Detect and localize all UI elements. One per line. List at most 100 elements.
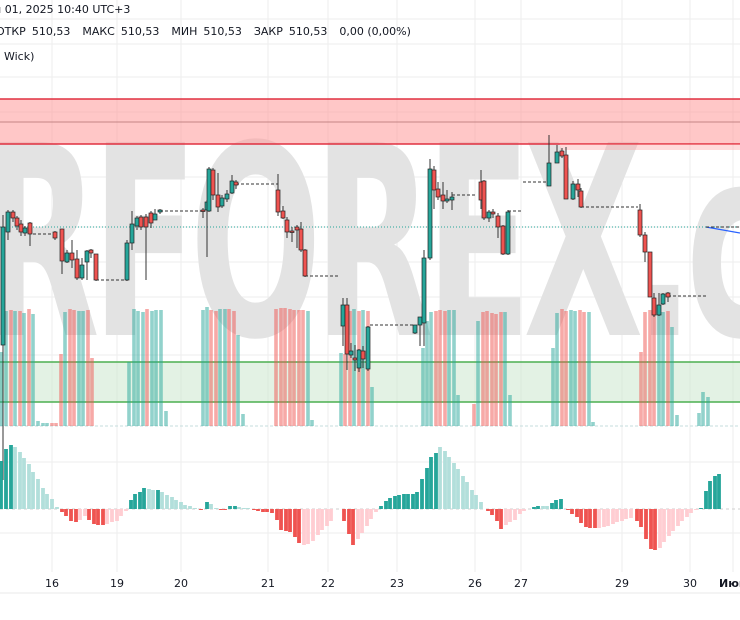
oscillator-bar	[27, 464, 31, 509]
volume-bar	[481, 312, 485, 426]
candle-down	[52, 231, 58, 239]
oscillator-bar	[279, 509, 283, 530]
oscillator-bar	[639, 509, 643, 527]
indicator-legend-text[interactable]: , Wick)	[0, 50, 35, 63]
oscillator-bar	[64, 509, 68, 516]
time-axis-label: 20	[174, 577, 188, 590]
oscillator-bar	[133, 494, 137, 509]
volume-bar	[306, 311, 310, 426]
candle-down	[647, 251, 653, 298]
oscillator-bar	[193, 508, 197, 509]
oscillator-bar	[9, 445, 13, 509]
candle-up	[449, 196, 455, 201]
volume-bar	[27, 309, 31, 426]
oscillator-bar	[261, 509, 265, 512]
candle-up	[152, 213, 158, 221]
oscillator-bar	[635, 509, 639, 521]
candle-up	[79, 264, 85, 279]
legend-low: МИН 510,53	[171, 25, 248, 38]
high-label: МАКС	[82, 25, 115, 38]
low-value: 510,53	[203, 25, 242, 38]
oscillator-bar	[55, 507, 59, 509]
time-axis-label: 27	[514, 577, 528, 590]
candle-up	[124, 242, 130, 281]
volume-bar	[551, 348, 555, 426]
candle-down	[563, 154, 569, 200]
candle-up	[427, 168, 433, 259]
volume-bar	[45, 423, 49, 426]
oscillator-bar	[415, 492, 419, 509]
candle-up	[365, 326, 371, 370]
volume-bar	[666, 311, 670, 426]
volume-bar	[4, 311, 8, 426]
volume-bar	[434, 311, 438, 426]
open-label: ОТКР	[0, 25, 26, 38]
volume-bar	[209, 310, 213, 426]
candle-down	[59, 228, 65, 262]
volume-bar	[456, 395, 460, 426]
volume-bar	[154, 310, 158, 426]
oscillator-bar	[644, 509, 648, 539]
volume-bar	[675, 415, 679, 426]
volume-bar	[508, 395, 512, 426]
oscillator-bar	[620, 509, 624, 521]
oscillator-bar	[606, 509, 610, 526]
candle-down	[200, 209, 206, 212]
volume-bar	[90, 358, 94, 426]
volume-bar	[13, 311, 17, 426]
candle-down	[148, 212, 154, 224]
volume-bar	[476, 321, 480, 426]
oscillator-bar	[532, 507, 536, 509]
candle-up	[129, 223, 135, 244]
volume-bar	[485, 311, 489, 426]
oscillator-bar	[541, 506, 545, 509]
oscillator-bar	[160, 492, 164, 509]
oscillator-bar	[265, 509, 269, 512]
oscillator-bar	[50, 499, 54, 509]
time-axis[interactable]: 16 19 20 21 22 23 26 27 29 30 Июн	[0, 577, 740, 594]
oscillator-bar	[306, 509, 310, 544]
oscillator-bar	[584, 509, 588, 527]
candle-down	[481, 180, 487, 219]
candle-up	[505, 211, 511, 255]
high-value: 510,53	[120, 25, 160, 38]
volume-bar	[472, 404, 476, 426]
volume-bar	[288, 309, 292, 426]
volume-bar	[339, 353, 343, 426]
volume-bar	[145, 309, 149, 426]
oscillator-bar	[388, 498, 392, 509]
oscillator-bar	[653, 509, 657, 550]
indicator-legend: , Wick)	[0, 50, 34, 63]
volume-bar	[661, 312, 665, 426]
candle-down	[93, 253, 99, 281]
oscillator-bar	[242, 508, 246, 509]
volume-bar	[652, 311, 656, 426]
volume-bar	[164, 411, 168, 426]
oscillator-bar	[311, 509, 315, 541]
volume-bar	[292, 310, 296, 426]
oscillator-bar	[443, 451, 447, 509]
volume-bar	[490, 313, 494, 426]
oscillator-bar	[554, 500, 558, 509]
candle-up	[64, 252, 70, 263]
candle-up	[570, 183, 576, 200]
volume-bar	[205, 307, 209, 426]
candle-down	[302, 249, 308, 277]
oscillator-bar	[60, 509, 64, 512]
time-axis-label: 16	[45, 577, 59, 590]
oscillator-bar	[329, 509, 333, 521]
legend-datetime: н 01, 2025 10:40 UTC+3	[0, 3, 130, 16]
candle-up	[157, 209, 163, 213]
volume-bar	[41, 423, 45, 426]
candle-down	[495, 215, 501, 228]
volume-bar	[274, 309, 278, 426]
oscillator-bar	[4, 449, 8, 509]
oscillator-bar	[615, 509, 619, 522]
oscillator-bar	[342, 509, 346, 521]
volume-bar	[452, 310, 456, 426]
candle-down	[578, 190, 584, 208]
volume-bar	[573, 311, 577, 426]
volume-bar	[54, 423, 58, 426]
oscillator-bar	[96, 509, 100, 525]
